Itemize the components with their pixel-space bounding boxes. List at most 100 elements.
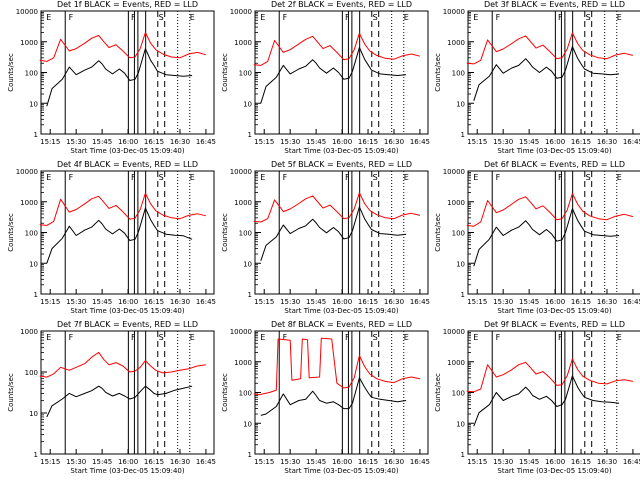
x-tick-label: 16:00 (332, 298, 352, 306)
y-tick-label: 1000 (447, 39, 465, 47)
x-tick-label: 16:00 (332, 138, 352, 146)
events-series-line (46, 48, 193, 107)
y-tick-label: 1000 (447, 199, 465, 207)
y-tick-label: 1 (461, 131, 465, 139)
x-tick-label: 16:00 (545, 298, 565, 306)
y-axis-label: Counts/sec (7, 213, 15, 252)
x-tick-label: 15:45 (306, 298, 326, 306)
event-marker-letter: E (190, 173, 195, 182)
x-tick-label: 16:15 (571, 458, 591, 466)
y-tick-label: 100 (239, 70, 252, 78)
x-axis-label: Start Time (03-Dec-05 15:09:40) (497, 307, 611, 315)
plot-frame (40, 170, 215, 295)
events-series-line (260, 377, 407, 416)
y-axis-label: Counts/sec (221, 213, 229, 252)
x-tick-label: 16:45 (196, 138, 216, 146)
event-marker-letter: F (283, 333, 288, 342)
lld-series-line (39, 32, 207, 62)
plot-frame (467, 330, 640, 455)
event-marker-letter: E (190, 13, 195, 22)
panel-title: Det 2f BLACK = Events, RED = LLD (271, 0, 412, 9)
event-marker-letter: F (283, 13, 288, 22)
event-marker-letter: E (404, 13, 409, 22)
x-axis-label: Start Time (03-Dec-05 15:09:40) (497, 147, 611, 155)
event-marker-letter: S (586, 333, 591, 342)
y-tick-label: 1 (34, 291, 38, 299)
x-tick-label: 15:30 (280, 298, 300, 306)
panel-title: Det 3f BLACK = Events, RED = LLD (484, 0, 625, 9)
x-tick-label: 15:15 (467, 138, 487, 146)
x-tick-label: 16:30 (170, 458, 190, 466)
x-tick-label: 16:15 (144, 138, 164, 146)
event-marker-letter: F (69, 173, 74, 182)
x-tick-label: 16:45 (196, 458, 216, 466)
event-marker-letter: F (345, 333, 350, 342)
lld-series-line (39, 351, 206, 378)
event-marker-letter: F (496, 173, 501, 182)
y-tick-label: 10000 (230, 168, 252, 176)
x-tick-label: 15:45 (92, 298, 112, 306)
event-marker-letter: E (46, 173, 51, 182)
x-tick-label: 16:30 (384, 458, 404, 466)
panel-title: Det 6f BLACK = Events, RED = LLD (484, 160, 625, 169)
panel-title: Det 8f BLACK = Events, RED = LLD (271, 320, 412, 329)
y-tick-label: 10 (243, 420, 252, 428)
y-tick-label: 10000 (443, 8, 465, 16)
x-tick-label: 16:00 (118, 458, 138, 466)
x-tick-label: 15:15 (254, 458, 274, 466)
x-tick-label: 16:30 (597, 458, 617, 466)
event-marker-letter: F (496, 13, 501, 22)
lld-series-line (253, 32, 421, 66)
event-marker-letter: S (159, 13, 164, 22)
x-tick-label: 16:15 (358, 458, 378, 466)
event-marker-letter: F (283, 173, 288, 182)
event-marker-letter: E (190, 333, 195, 342)
x-tick-label: 16:00 (118, 138, 138, 146)
lld-series-line (466, 32, 634, 65)
event-marker-letter: E (260, 13, 265, 22)
events-series-line (473, 46, 620, 101)
y-tick-label: 10 (456, 100, 465, 108)
plot-frame (40, 10, 215, 135)
y-tick-label: 100 (452, 70, 465, 78)
x-tick-label: 16:45 (623, 458, 640, 466)
detector-panel-6: Det 6f BLACK = Events, RED = LLD 1 10 100 10… (434, 160, 640, 315)
y-axis-label: Counts/sec (434, 53, 442, 92)
y-axis-label: Counts/sec (434, 213, 442, 252)
event-marker-letter: E (260, 333, 265, 342)
detector-panel-7: Det 7f BLACK = Events, RED = LLD 1 10 100 10… (7, 320, 216, 475)
y-tick-label: 10 (456, 420, 465, 428)
x-tick-label: 15:30 (66, 138, 86, 146)
panel-title: Det 9f BLACK = Events, RED = LLD (484, 320, 625, 329)
y-tick-label: 1 (248, 291, 252, 299)
y-tick-label: 10000 (230, 8, 252, 16)
y-tick-label: 1 (461, 291, 465, 299)
y-tick-label: 10000 (443, 168, 465, 176)
events-series-line (46, 207, 193, 264)
y-axis-label: Counts/sec (7, 53, 15, 92)
x-tick-label: 15:30 (280, 458, 300, 466)
detector-panel-2: Det 2f BLACK = Events, RED = LLD 1 10 100 10… (221, 0, 430, 155)
event-marker-letter: F (131, 13, 136, 22)
y-tick-label: 100 (452, 230, 465, 238)
y-tick-label: 10 (29, 410, 38, 418)
lld-series-line (466, 358, 633, 393)
x-tick-label: 16:30 (170, 298, 190, 306)
x-tick-label: 15:30 (66, 298, 86, 306)
x-tick-label: 16:30 (170, 138, 190, 146)
event-marker-letter: S (586, 13, 591, 22)
event-marker-letter: F (69, 333, 74, 342)
x-tick-label: 16:15 (571, 138, 591, 146)
x-axis-label: Start Time (03-Dec-05 15:09:40) (70, 467, 184, 475)
event-marker-letter: E (473, 173, 478, 182)
events-series-line (473, 208, 620, 267)
event-marker-letter: S (373, 13, 378, 22)
x-tick-label: 15:45 (519, 458, 539, 466)
lld-series-line (253, 192, 421, 223)
event-marker-letter: E (46, 333, 51, 342)
y-tick-label: 100 (452, 390, 465, 398)
event-marker-letter: E (46, 13, 51, 22)
x-tick-label: 16:45 (410, 138, 430, 146)
x-axis-label: Start Time (03-Dec-05 15:09:40) (284, 307, 398, 315)
